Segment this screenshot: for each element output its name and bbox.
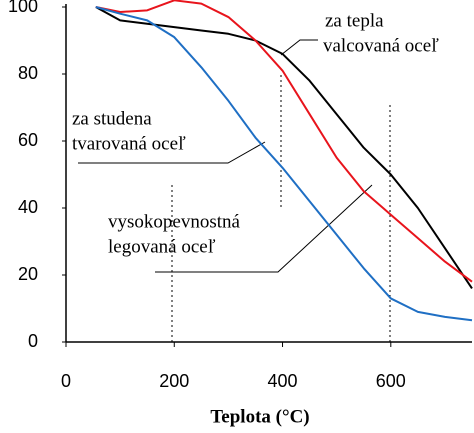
- annotation: za studena: [72, 108, 152, 129]
- annotation: valcovaná oceľ: [323, 35, 439, 56]
- annotation: legovaná oceľ: [108, 236, 216, 257]
- x-tick-label: 200: [159, 371, 189, 391]
- x-axis-title: Teplota (°C): [210, 406, 309, 427]
- annotation: za tepla: [325, 10, 384, 31]
- y-tick-label: 20: [18, 264, 38, 284]
- y-tick-label: 100: [8, 0, 38, 16]
- leader-line: [78, 141, 266, 164]
- y-tick-label: 0: [28, 331, 38, 351]
- line-series: [95, 6, 473, 322]
- x-tick-label: 0: [61, 371, 71, 391]
- annotation: vysokopevnostná: [108, 211, 241, 232]
- leader-line: [280, 39, 318, 56]
- x-tick-label: 600: [376, 371, 406, 391]
- leader-line: [155, 184, 373, 273]
- y-tick-label: 40: [18, 197, 38, 217]
- x-tick-label: 400: [268, 371, 298, 391]
- y-tick-label: 60: [18, 130, 38, 150]
- line-series: [95, 0, 473, 283]
- annotation: tvarovaná oceľ: [72, 133, 186, 154]
- y-tick-label: 80: [18, 63, 38, 83]
